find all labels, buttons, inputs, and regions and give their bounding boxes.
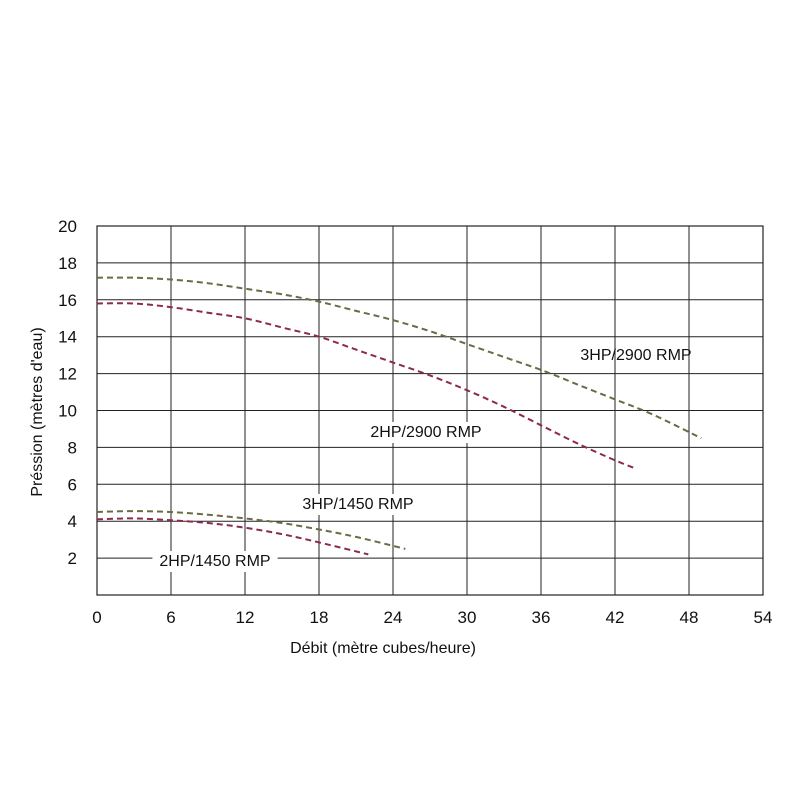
plot-frame <box>96 225 764 596</box>
y-tick-label: 14 <box>58 328 77 347</box>
y-tick-label: 8 <box>68 438 77 457</box>
x-tick-label: 0 <box>92 608 101 627</box>
x-tick-label: 54 <box>754 608 773 627</box>
x-axis-title: Débit (mètre cubes/heure) <box>290 640 476 657</box>
y-tick-label: 12 <box>58 365 77 384</box>
x-tick-label: 36 <box>532 608 551 627</box>
x-tick-label: 42 <box>606 608 625 627</box>
series-label-background <box>295 494 421 515</box>
grid-layer <box>97 226 763 595</box>
series-label-layer: 3HP/2900 RMP 2HP/2900 RMP 3HP/1450 RMP 2HP/… <box>152 347 692 572</box>
x-tick-label: 6 <box>166 608 175 627</box>
y-axis-title: Préssion (mètres d'eau) <box>29 327 46 496</box>
x-tick-label: 24 <box>384 608 403 627</box>
series-label-2hp-1450: 2HP/1450 RMP <box>159 553 270 570</box>
series-line-3hp-2900 <box>96 276 702 440</box>
series-layer <box>96 276 702 556</box>
y-tick-label: 16 <box>58 291 77 310</box>
y-tick-label: 2 <box>68 549 77 568</box>
x-tick-label: 18 <box>310 608 329 627</box>
y-tick-label: 20 <box>58 217 77 236</box>
y-tick-label: 6 <box>68 475 77 494</box>
y-tick-label: 18 <box>58 254 77 273</box>
series-line-2hp-1450 <box>96 517 369 556</box>
series-label-3hp-2900: 3HP/2900 RMP <box>580 347 691 364</box>
series-line-2hp-2900 <box>96 302 634 469</box>
series-label-background <box>152 551 278 572</box>
series-label-2hp-2900: 2HP/2900 RMP <box>370 424 481 441</box>
x-tick-label: 12 <box>236 608 255 627</box>
x-tick-label: 48 <box>680 608 699 627</box>
series-label-background <box>363 422 489 443</box>
series-line-3hp-1450 <box>96 510 406 550</box>
y-tick-label: 4 <box>68 512 77 531</box>
series-label-3hp-1450: 3HP/1450 RMP <box>302 496 413 513</box>
x-tick-label: 30 <box>458 608 477 627</box>
y-tick-label: 10 <box>58 402 77 421</box>
